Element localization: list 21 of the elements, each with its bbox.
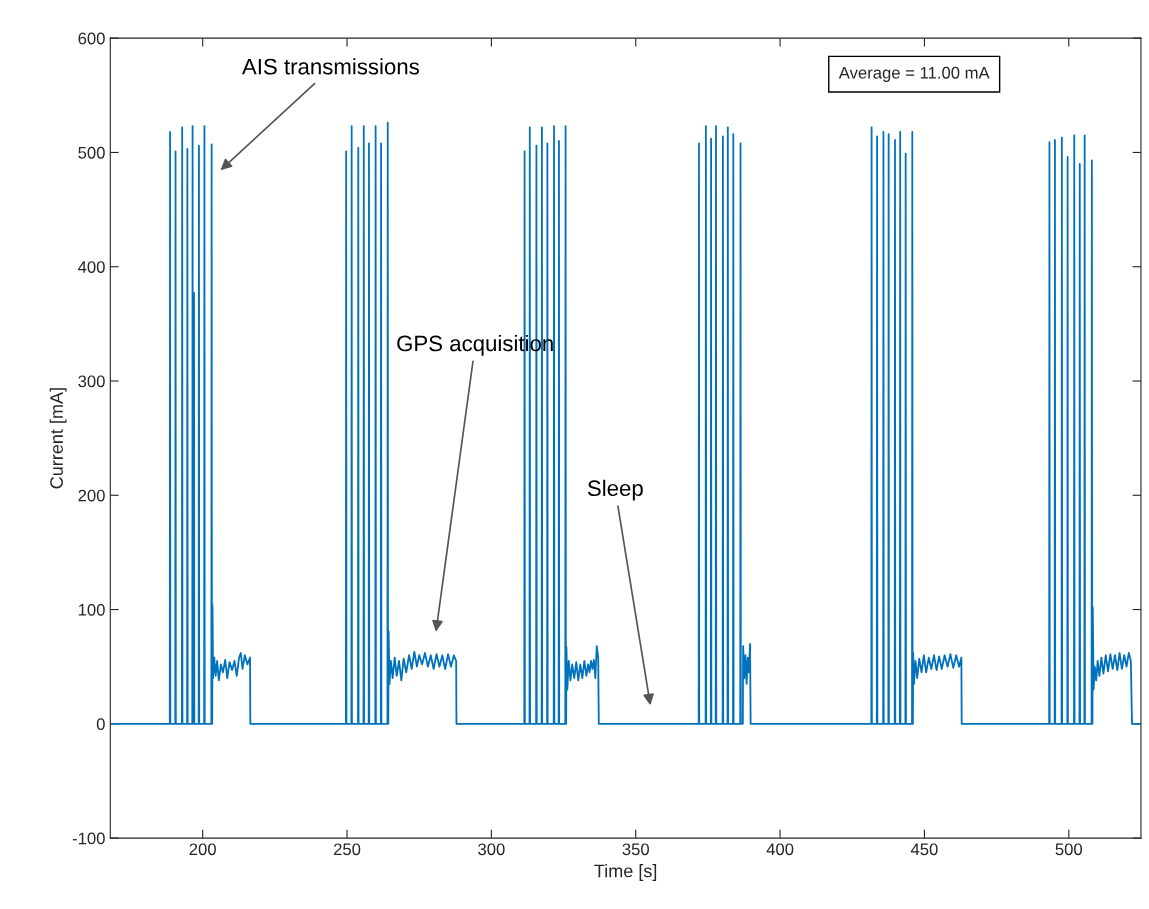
x-tick-label: 250 (333, 843, 361, 856)
y-tick-label: 400 (78, 261, 105, 273)
x-tick-label: 300 (478, 843, 505, 856)
y-tick-label: -100 (72, 832, 105, 845)
line-series (110, 121, 1141, 725)
annotation: Sleep (587, 479, 643, 501)
y-tick-label: 200 (78, 489, 105, 502)
x-tick-label: 350 (622, 843, 649, 856)
y-tick-label: 500 (78, 146, 105, 159)
x-tick-label: 450 (910, 843, 938, 856)
x-tick-label: 200 (189, 843, 216, 856)
y-axis-title: Current [mA] (49, 388, 67, 489)
x-tick-label: 500 (1055, 843, 1083, 856)
y-tick-label: 100 (78, 603, 105, 616)
x-axis-title: Time [s] (594, 864, 657, 881)
annotation: AIS transmissions (242, 58, 419, 75)
x-tick-label: 400 (766, 843, 794, 856)
annotation: Average = 11.00 mA (838, 66, 990, 82)
y-tick-label: 600 (78, 32, 105, 45)
y-tick-label: 0 (96, 718, 105, 731)
y-tick-label: 300 (78, 375, 105, 388)
